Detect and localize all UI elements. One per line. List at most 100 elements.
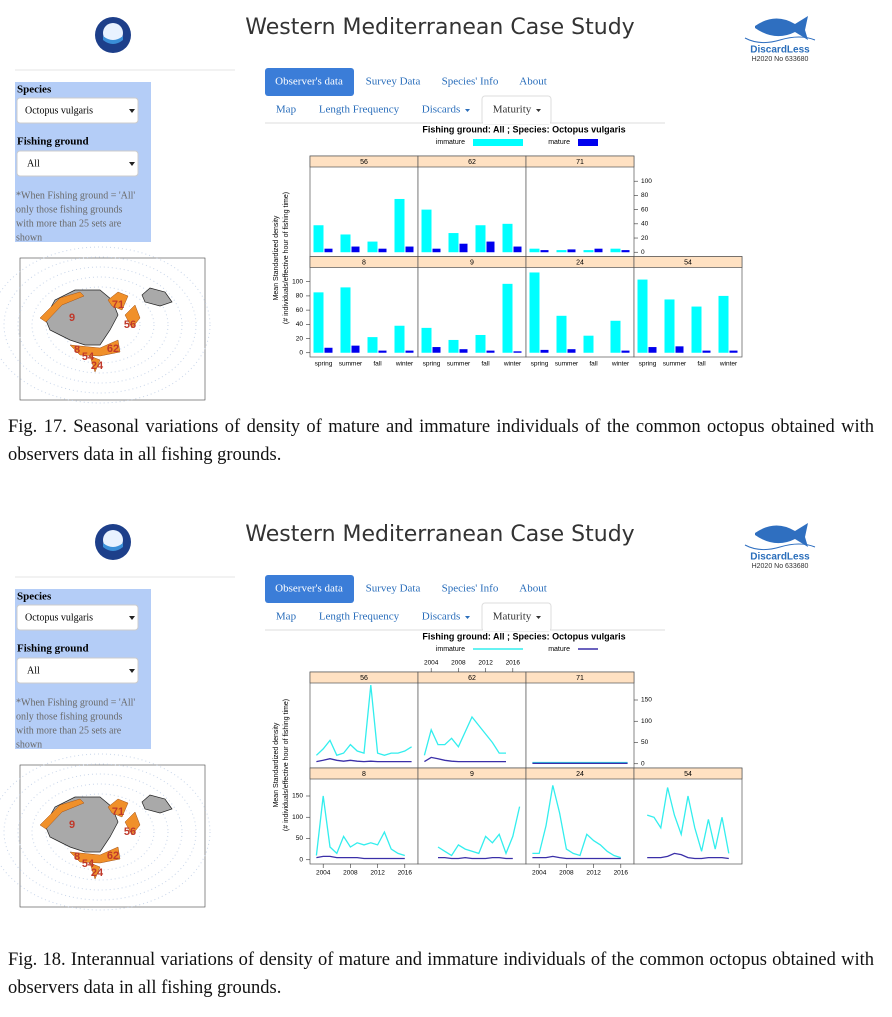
x-tick-label: 2016	[506, 660, 521, 667]
y-tick-label: 0	[299, 349, 303, 356]
fishing-ground	[69, 846, 121, 864]
bar	[351, 246, 360, 253]
x-tick-label: 2012	[478, 660, 493, 667]
logo	[103, 23, 123, 43]
bar	[432, 347, 441, 353]
y-tick-label: 50	[296, 835, 304, 842]
y-tick-label: 50	[641, 739, 649, 746]
y-tick-label: 100	[292, 278, 303, 285]
tab[interactable]: Observer's data	[275, 76, 343, 88]
fishing-ground	[124, 304, 141, 329]
fishing-ground	[89, 355, 101, 373]
x-tick-label: winter	[395, 361, 414, 368]
y-tick-label: 150	[292, 793, 303, 800]
bar	[324, 248, 333, 253]
select[interactable]	[16, 604, 139, 631]
note: shown	[16, 739, 42, 750]
y-tick-label: 20	[296, 335, 304, 342]
strip-label: 56	[360, 159, 368, 166]
subtab[interactable]: Maturity	[493, 104, 532, 116]
map-label: 8	[74, 851, 80, 863]
bar	[448, 339, 459, 353]
select[interactable]	[16, 657, 139, 684]
select[interactable]	[16, 97, 139, 124]
select[interactable]	[16, 150, 139, 177]
caret	[465, 109, 470, 112]
tab[interactable]: Species' Info	[442, 583, 499, 595]
figure-caption: Fig. 18. Interannual variations of densi…	[8, 950, 874, 998]
bar	[594, 248, 603, 253]
tab-active[interactable]	[265, 68, 354, 96]
subtab[interactable]: Discards	[422, 104, 461, 116]
logo	[103, 530, 123, 550]
bar	[421, 327, 432, 353]
map-label: 56	[124, 826, 136, 838]
map-label: 24	[91, 360, 104, 372]
fishing-ground	[89, 862, 101, 880]
note: *When Fishing ground = 'All'	[16, 190, 135, 201]
tab[interactable]: Observer's data	[275, 583, 343, 595]
bar	[486, 241, 495, 253]
subtab[interactable]: Map	[276, 104, 297, 116]
contour	[3, 763, 197, 901]
bar	[610, 320, 621, 353]
x-tick-label: 2008	[559, 870, 574, 877]
x-tick-label: fall	[481, 361, 490, 368]
tab[interactable]: About	[519, 76, 547, 88]
x-tick-label: 2004	[424, 660, 439, 667]
y-tick-label: 100	[292, 814, 303, 821]
strip-label: 9	[470, 771, 474, 778]
panel	[417, 767, 527, 865]
subtab[interactable]: Length Frequency	[319, 104, 400, 116]
tab[interactable]: Species' Info	[442, 76, 499, 88]
strip	[525, 155, 635, 168]
note: shown	[16, 232, 42, 243]
label: Fishing ground	[17, 136, 89, 148]
bar	[648, 347, 657, 353]
strip-label: 56	[360, 675, 368, 682]
fishing-ground	[39, 291, 85, 323]
bar	[486, 350, 495, 353]
tab[interactable]: About	[519, 583, 547, 595]
chart-title: Fishing ground: All ; Species: Octopus v…	[422, 124, 625, 134]
map-label: 62	[107, 850, 119, 862]
line	[315, 795, 405, 857]
map	[19, 257, 206, 401]
logo	[103, 543, 123, 551]
caret	[129, 616, 135, 620]
map-label: 8	[74, 344, 80, 356]
line	[437, 806, 521, 857]
bar	[432, 248, 441, 253]
contour	[3, 256, 197, 394]
label: Fishing ground	[17, 643, 89, 655]
subtab[interactable]: Length Frequency	[319, 611, 400, 623]
bar	[378, 248, 387, 253]
caret	[129, 669, 135, 673]
x-tick-label: 2016	[614, 870, 629, 877]
app-title: Western Mediterranean Case Study	[245, 15, 634, 40]
tab-active[interactable]	[265, 575, 354, 603]
panel	[525, 767, 635, 865]
subtab[interactable]: Discards	[422, 611, 461, 623]
line	[424, 756, 506, 763]
subtab[interactable]: Maturity	[493, 611, 532, 623]
note: only those fishing grounds	[16, 711, 122, 722]
y-axis-label: Mean Standardized density	[273, 722, 280, 807]
caret	[536, 616, 541, 619]
tab[interactable]: Survey Data	[366, 583, 421, 595]
line	[438, 856, 513, 860]
strip	[525, 671, 635, 684]
map-label: 54	[82, 858, 95, 870]
subtab[interactable]: Map	[276, 611, 297, 623]
bar	[313, 292, 324, 353]
map-label: 71	[112, 806, 124, 818]
tab[interactable]: Survey Data	[366, 76, 421, 88]
strip-label: 54	[684, 259, 692, 266]
x-tick-label: spring	[315, 361, 333, 368]
map-label: 9	[69, 819, 75, 831]
legend-label: mature	[548, 139, 570, 146]
bar	[340, 234, 351, 253]
fishing-ground	[39, 798, 85, 830]
island	[141, 287, 173, 307]
contour	[59, 296, 141, 354]
